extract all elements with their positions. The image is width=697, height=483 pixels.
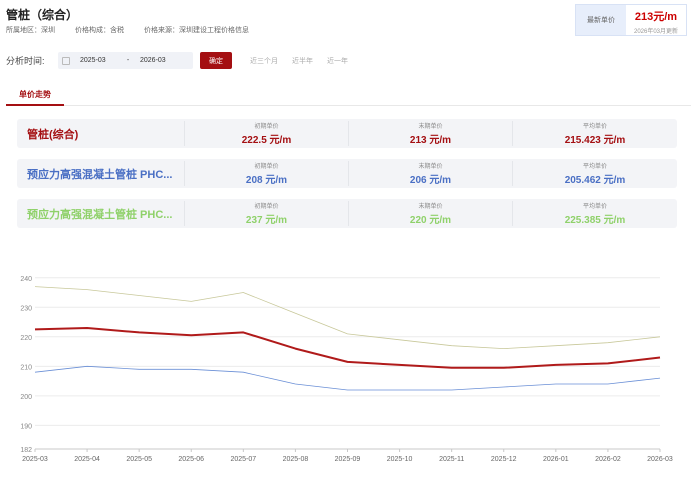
x-tick-label: 2025-11 [439, 456, 464, 463]
meta-info: 所属地区：深圳 价格构成：含税 价格来源：深圳建设工程价格信息 [6, 25, 249, 35]
latest-price-box: 最新单价 213元/m 2026年03月更新 [575, 4, 687, 36]
quick-range-1y[interactable]: 近一年 [327, 57, 348, 65]
avg-label: 平均单价 [582, 124, 607, 130]
start-date[interactable]: 2025-03 [80, 57, 106, 64]
price-trend-chart: 182 190 200 210 220 230 240 2025-03 2025-04 2025-… [0, 258, 697, 483]
end-date[interactable]: 2026-03 [140, 57, 166, 64]
initial-label: 初期单价 [254, 124, 279, 130]
tab-price-trend[interactable]: 单价走势 [6, 89, 64, 106]
region-text: 所属地区：深圳 [6, 27, 55, 34]
composition-text: 价格构成：含税 [75, 27, 124, 34]
x-tick-label: 2025-05 [126, 456, 152, 463]
latest-price-label: 最新单价 [576, 5, 626, 35]
initial-label: 初期单价 [254, 204, 279, 210]
y-tick-label: 200 [20, 394, 32, 401]
x-tick-label: 2025-07 [230, 456, 256, 463]
x-tick-label: 2025-12 [491, 456, 517, 463]
summary-card-phc-a[interactable]: 预应力高强混凝土管桩 PHC... 初期单价 208 元/m 末期单价 206 … [17, 159, 677, 188]
series-line-composite [34, 327, 661, 369]
final-label: 末期单价 [418, 124, 443, 130]
avg-value: 205.462 元/m [564, 175, 626, 186]
y-tick-label: 182 [20, 447, 32, 454]
final-label: 末期单价 [418, 164, 443, 170]
final-label: 末期单价 [418, 204, 443, 210]
filter-bar: 分析时间: 2025-03 - 2026-03 确定 近三个月 近半年 近一年 [6, 52, 348, 69]
y-tick-label: 210 [20, 364, 32, 371]
card-name: 管桩(综合) [27, 128, 79, 141]
line-chart-svg: 182 190 200 210 220 230 240 2025-03 2025-04 2025-… [20, 276, 673, 463]
tab-bar: 单价走势 [6, 86, 691, 106]
initial-value: 237 元/m [245, 215, 288, 226]
filter-label: 分析时间: [6, 56, 45, 66]
y-tick-label: 190 [20, 423, 32, 430]
summary-card-phc-b[interactable]: 预应力高强混凝土管桩 PHC... 初期单价 237 元/m 末期单价 220 … [17, 199, 677, 228]
series-line-phc_b [34, 286, 661, 349]
quick-range-6m[interactable]: 近半年 [292, 57, 313, 65]
page-title: 管桩（综合） [6, 8, 79, 22]
quick-range-options: 近三个月 近半年 近一年 [250, 56, 348, 66]
x-tick-label: 2026-03 [647, 456, 673, 463]
card-name: 预应力高强混凝土管桩 PHC... [27, 168, 173, 181]
y-tick-label: 220 [20, 335, 32, 342]
latest-price-value: 213元/m [634, 11, 678, 23]
final-value: 220 元/m [409, 215, 452, 226]
date-range-picker[interactable]: 2025-03 - 2026-03 [58, 52, 193, 69]
series-line-phc_a [34, 365, 661, 391]
page-header: 管桩（综合） 所属地区：深圳 价格构成：含税 价格来源：深圳建设工程价格信息 最… [0, 0, 697, 42]
initial-label: 初期单价 [254, 164, 279, 170]
x-tick-label: 2025-06 [178, 456, 204, 463]
x-tick-label: 2025-10 [387, 456, 413, 463]
x-tick-label: 2026-01 [543, 456, 569, 463]
initial-value: 222.5 元/m [241, 135, 292, 146]
latest-price-date: 2026年03月更新 [633, 29, 679, 35]
confirm-button[interactable]: 确定 [200, 52, 232, 69]
card-name: 预应力高强混凝土管桩 PHC... [27, 208, 173, 221]
x-tick-label: 2025-09 [335, 456, 361, 463]
final-value: 206 元/m [409, 175, 452, 186]
y-tick-label: 230 [20, 305, 32, 312]
avg-label: 平均单价 [582, 164, 607, 170]
quick-range-3m[interactable]: 近三个月 [250, 57, 278, 65]
y-tick-label: 240 [20, 276, 32, 283]
x-tick-label: 2025-08 [283, 456, 309, 463]
x-tick-label: 2025-04 [74, 456, 100, 463]
avg-label: 平均单价 [582, 204, 607, 210]
source-text: 价格来源：深圳建设工程价格信息 [144, 27, 249, 34]
date-separator: - [126, 57, 130, 64]
avg-value: 215.423 元/m [564, 135, 626, 146]
initial-value: 208 元/m [245, 175, 288, 186]
final-value: 213 元/m [409, 135, 452, 146]
avg-value: 225.385 元/m [564, 215, 626, 226]
x-tick-label: 2026-02 [595, 456, 621, 463]
summary-card-composite[interactable]: 管桩(综合) 初期单价 222.5 元/m 末期单价 213 元/m 平均单价 … [17, 119, 677, 148]
x-tick-label: 2025-03 [22, 456, 48, 463]
calendar-icon [62, 56, 70, 65]
